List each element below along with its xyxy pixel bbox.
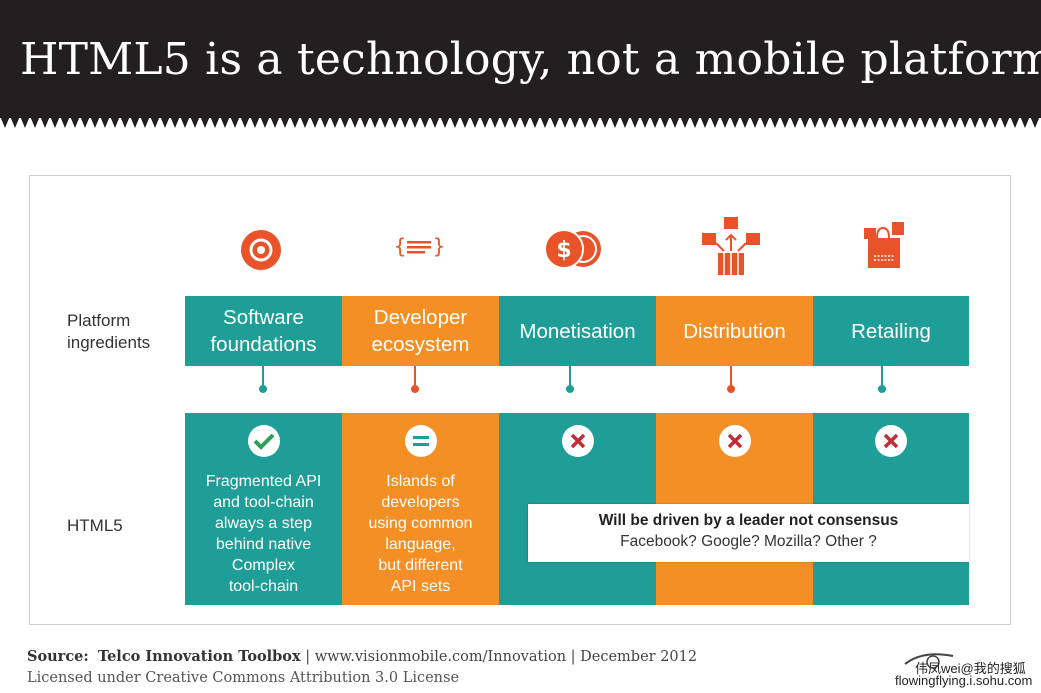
ingredient-label: Distribution [683, 319, 786, 343]
html5-status-text: Fragmented API and tool-chain always a s… [205, 473, 322, 595]
distribution-boxes-icon [702, 217, 760, 275]
platform-ingredients-label: Platform ingredients [67, 311, 151, 352]
callout-line1: Will be driven by a leader not consensus [598, 512, 899, 529]
html5-row-label: HTML5 [67, 516, 123, 535]
connector-dot [411, 385, 419, 393]
connector-line [569, 366, 571, 388]
connector-dot [259, 385, 267, 393]
target-icon [241, 230, 281, 270]
connector-line [881, 366, 883, 388]
ingredient-label: Software foundations [210, 306, 317, 356]
source-name: Telco Innovation Toolbox [97, 648, 301, 665]
ingredient-software-foundations: Software foundations [185, 296, 342, 366]
page-title: HTML5 is a technology, not a mobile plat… [20, 34, 1041, 85]
shopping-bags-icon [864, 222, 904, 268]
connector-line [414, 366, 416, 388]
svg-text:$: $ [556, 238, 571, 263]
html5-software-foundations: Fragmented API and tool-chain always a s… [185, 413, 342, 605]
ingredient-developer-ecosystem: Developer ecosystem [342, 296, 499, 366]
ingredient-retailing: Retailing [813, 296, 969, 366]
ingredient-distribution: Distribution [656, 296, 813, 366]
source-details: | www.visionmobile.com/Innovation | Dece… [300, 649, 698, 665]
leader-callout: Will be driven by a leader not consensus… [528, 504, 969, 562]
ingredient-monetisation: Monetisation [499, 296, 656, 366]
html5-developer-ecosystem: Islands of developers using common langu… [342, 413, 499, 605]
equals-icon [404, 425, 437, 457]
code-braces-icon: { } [394, 236, 445, 258]
watermark: 伟凤wei@我的搜狐 flowingflying.i.sohu.com [895, 661, 1033, 688]
zigzag-edge [0, 116, 1041, 128]
connector-dot [566, 385, 574, 393]
html5-status-text: Islands of developers using common langu… [368, 473, 473, 595]
ingredient-label: Developer ecosystem [371, 306, 470, 356]
header-bar [0, 0, 1041, 118]
callout-line2: Facebook? Google? Mozilla? Other ? [620, 533, 877, 550]
connector-dot [878, 385, 886, 393]
watermark-line1: 伟凤wei@我的搜狐 [915, 661, 1026, 676]
cross-icon [875, 425, 907, 457]
svg-text:{: { [394, 236, 406, 258]
svg-text:}: } [433, 236, 445, 258]
cross-icon [561, 425, 594, 457]
cross-icon [718, 425, 751, 457]
ingredient-label: Monetisation [519, 319, 636, 343]
watermark-line2: flowingflying.i.sohu.com [895, 673, 1033, 688]
connector-line [730, 366, 732, 388]
license-line: Licensed under Creative Commons Attribut… [27, 670, 460, 686]
connector-line [262, 366, 264, 388]
coins-icon: $ [544, 229, 601, 269]
vision-logo-icon [904, 653, 954, 669]
source-label: Source: [27, 648, 89, 665]
ingredient-label: Retailing [851, 319, 931, 343]
check-icon [247, 425, 280, 457]
source-line: Source: Telco Innovation Toolbox | www.v… [27, 648, 697, 665]
connector-dot [727, 385, 735, 393]
